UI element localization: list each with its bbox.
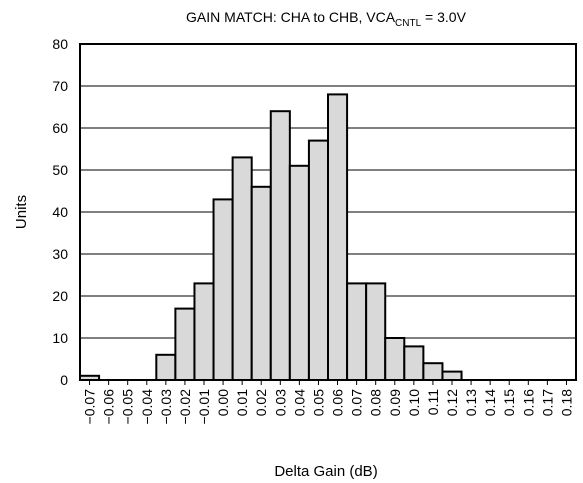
bar-6	[193, 282, 215, 381]
x-tick-label: 0.05	[310, 389, 326, 416]
x-tick-label: 0.01	[234, 389, 250, 416]
bar-14	[346, 282, 368, 381]
bars	[79, 93, 463, 382]
x-tick-label: 0.09	[387, 389, 403, 416]
x-tick-label: −0.03	[158, 389, 174, 425]
y-tick-label: 40	[52, 204, 68, 220]
x-tick-label: 0.13	[463, 389, 479, 416]
x-tick-label: 0.00	[215, 389, 231, 416]
x-tick-label: 0.02	[253, 389, 269, 416]
x-tick-label: 0.07	[349, 389, 365, 416]
x-tick-label: 0.03	[272, 389, 288, 416]
y-tick-labels: 0 10 20 30 40 50 60 70 80	[52, 36, 68, 388]
x-tick-label: −0.04	[139, 389, 155, 425]
bar-16	[384, 337, 406, 381]
x-tick-label: 0.18	[558, 389, 574, 416]
chart-title-tail: = 3.0V	[421, 9, 466, 25]
x-tick-label: −0.06	[101, 389, 117, 425]
y-axis-label: Units	[13, 195, 30, 229]
bar-13	[327, 93, 349, 382]
x-tick-label: −0.02	[177, 389, 193, 425]
y-tick-label: 50	[52, 162, 68, 178]
x-tick-label: 0.17	[539, 389, 555, 416]
y-tick-label: 30	[52, 246, 68, 262]
x-tick-label: 0.16	[520, 389, 536, 416]
plot-frame	[79, 43, 577, 381]
bar-19	[441, 370, 463, 382]
bar-5	[174, 307, 196, 382]
chart-title-main: GAIN MATCH: CHA to CHB, VCA	[186, 9, 396, 25]
bar-15	[365, 282, 387, 381]
x-tick-label: −0.05	[120, 389, 136, 425]
y-tick-label: 60	[52, 120, 68, 136]
x-tick-labels: −0.07 −0.06 −0.05 −0.04 −0.03 −0.02 −0.01 0.00 0…	[82, 380, 574, 425]
x-tick-label: 0.10	[406, 389, 422, 416]
bar-8	[231, 156, 253, 381]
y-tick-label: 10	[52, 330, 68, 346]
x-tick-label: −0.07	[82, 389, 98, 425]
x-tick-label: 0.06	[330, 389, 346, 416]
chart-title: GAIN MATCH: CHA to CHB, VCACNTL = 3.0V	[186, 9, 467, 29]
x-tick-label: 0.08	[368, 389, 384, 416]
bar-10	[269, 110, 291, 381]
x-axis-label: Delta Gain (dB)	[274, 463, 377, 480]
bar-11	[288, 164, 310, 381]
bar-18	[422, 362, 444, 382]
y-tick-label: 20	[52, 288, 68, 304]
x-tick-label: 0.12	[444, 389, 460, 416]
x-tick-label: 0.04	[291, 389, 307, 416]
chart-title-subscript: CNTL	[395, 18, 422, 29]
y-tick-label: 0	[60, 372, 68, 388]
x-tick-label: 0.15	[501, 389, 517, 416]
bar-7	[212, 198, 234, 381]
bar-12	[307, 139, 329, 381]
x-tick-label: 0.14	[482, 389, 498, 416]
bar-9	[250, 185, 272, 381]
bar-4	[155, 353, 177, 381]
bar-17	[403, 345, 425, 381]
x-tick-label: 0.11	[425, 389, 441, 415]
y-tick-label: 80	[52, 36, 68, 52]
x-tick-label: −0.01	[196, 389, 212, 425]
y-tick-label: 70	[52, 78, 68, 94]
